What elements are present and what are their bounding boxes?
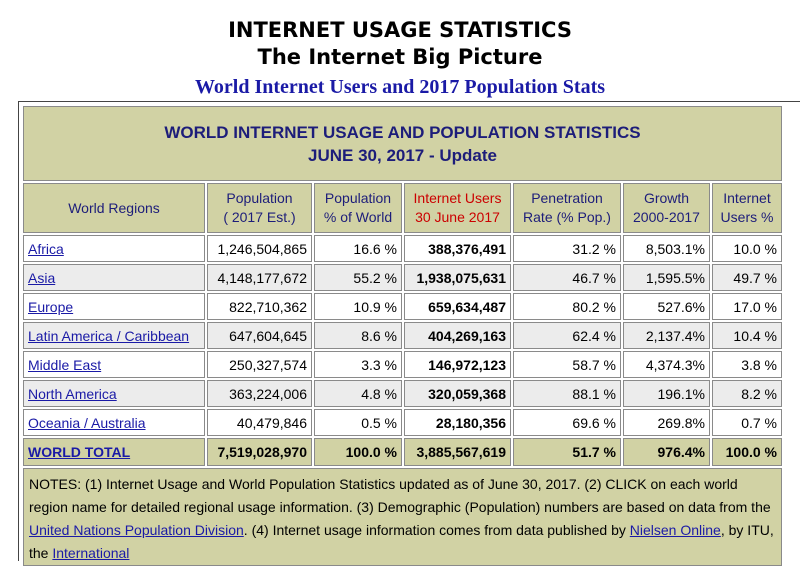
region-link-oceania[interactable]: Oceania / Australia: [23, 409, 205, 436]
total-pct-world: 100.0 %: [314, 438, 402, 466]
col-header-users-pct: Internet Users %: [712, 183, 782, 233]
table-title-line1: WORLD INTERNET USAGE AND POPULATION STAT…: [164, 122, 641, 142]
cell-users: 320,059,368: [404, 380, 511, 407]
total-population: 7,519,028,970: [207, 438, 312, 466]
col-header-pct-world: Population% of World: [314, 183, 402, 233]
cell-users: 659,634,487: [404, 293, 511, 320]
cell-users-pct: 3.8 %: [712, 351, 782, 378]
total-users: 3,885,567,619: [404, 438, 511, 466]
cell-penetration: 46.7 %: [513, 264, 621, 291]
cell-penetration: 69.6 %: [513, 409, 621, 436]
cell-population: 822,710,362: [207, 293, 312, 320]
cell-growth: 4,374.3%: [623, 351, 710, 378]
cell-users: 1,938,075,631: [404, 264, 511, 291]
cell-users: 146,972,123: [404, 351, 511, 378]
table-row: Asia 4,148,177,672 55.2 % 1,938,075,631 …: [23, 264, 782, 291]
col-header-internet-users: Internet Users 30 June 2017: [404, 183, 511, 233]
cell-growth: 196.1%: [623, 380, 710, 407]
region-link-middle-east[interactable]: Middle East: [23, 351, 205, 378]
region-link-world-total[interactable]: WORLD TOTAL: [23, 438, 205, 466]
table-title-line2: JUNE 30, 2017 - Update: [308, 145, 497, 165]
cell-pct-world: 8.6 %: [314, 322, 402, 349]
total-growth: 976.4%: [623, 438, 710, 466]
cell-users: 404,269,163: [404, 322, 511, 349]
cell-users: 28,180,356: [404, 409, 511, 436]
cell-population: 1,246,504,865: [207, 235, 312, 262]
cell-pct-world: 3.3 %: [314, 351, 402, 378]
page-subtitle: The Internet Big Picture: [257, 45, 543, 69]
cell-population: 647,604,645: [207, 322, 312, 349]
international-link[interactable]: International: [52, 545, 130, 561]
cell-growth: 269.8%: [623, 409, 710, 436]
total-users-pct: 100.0 %: [712, 438, 782, 466]
region-link-europe[interactable]: Europe: [23, 293, 205, 320]
notes-text: NOTES: (1) Internet Usage and World Popu…: [29, 476, 771, 515]
cell-penetration: 62.4 %: [513, 322, 621, 349]
cell-growth: 8,503.1%: [623, 235, 710, 262]
table-row: North America 363,224,006 4.8 % 320,059,…: [23, 380, 782, 407]
notes-text: . (4) Internet usage information comes f…: [243, 522, 630, 538]
table-row: Latin America / Caribbean 647,604,645 8.…: [23, 322, 782, 349]
cell-pct-world: 10.9 %: [314, 293, 402, 320]
cell-pct-world: 16.6 %: [314, 235, 402, 262]
table-row: Europe 822,710,362 10.9 % 659,634,487 80…: [23, 293, 782, 320]
cell-penetration: 80.2 %: [513, 293, 621, 320]
total-row: WORLD TOTAL 7,519,028,970 100.0 % 3,885,…: [23, 438, 782, 466]
cell-growth: 1,595.5%: [623, 264, 710, 291]
cell-population: 363,224,006: [207, 380, 312, 407]
region-link-africa[interactable]: Africa: [23, 235, 205, 262]
table-row: Middle East 250,327,574 3.3 % 146,972,12…: [23, 351, 782, 378]
page-tagline[interactable]: World Internet Users and 2017 Population…: [194, 76, 606, 98]
page-title: INTERNET USAGE STATISTICS: [228, 18, 572, 42]
total-penetration: 51.7 %: [513, 438, 621, 466]
cell-population: 250,327,574: [207, 351, 312, 378]
cell-users: 388,376,491: [404, 235, 511, 262]
cell-pct-world: 4.8 %: [314, 380, 402, 407]
table-row: Oceania / Australia 40,479,846 0.5 % 28,…: [23, 409, 782, 436]
un-population-link[interactable]: United Nations Population Division: [29, 522, 244, 538]
cell-users-pct: 10.0 %: [712, 235, 782, 262]
cell-users-pct: 49.7 %: [712, 264, 782, 291]
notes-cell: NOTES: (1) Internet Usage and World Popu…: [23, 468, 782, 566]
col-header-growth: Growth 2000-2017: [623, 183, 710, 233]
region-link-latin-america[interactable]: Latin America / Caribbean: [23, 322, 205, 349]
col-header-region: World Regions: [23, 183, 205, 233]
cell-users-pct: 8.2 %: [712, 380, 782, 407]
cell-growth: 527.6%: [623, 293, 710, 320]
col-header-penetration: Penetration Rate (% Pop.): [513, 183, 621, 233]
cell-population: 40,479,846: [207, 409, 312, 436]
col-header-population: Population( 2017 Est.): [207, 183, 312, 233]
cell-growth: 2,137.4%: [623, 322, 710, 349]
region-link-asia[interactable]: Asia: [23, 264, 205, 291]
cell-penetration: 58.7 %: [513, 351, 621, 378]
cell-pct-world: 0.5 %: [314, 409, 402, 436]
cell-users-pct: 17.0 %: [712, 293, 782, 320]
cell-penetration: 88.1 %: [513, 380, 621, 407]
cell-population: 4,148,177,672: [207, 264, 312, 291]
cell-users-pct: 0.7 %: [712, 409, 782, 436]
cell-users-pct: 10.4 %: [712, 322, 782, 349]
table-title: WORLD INTERNET USAGE AND POPULATION STAT…: [23, 106, 782, 181]
region-link-north-america[interactable]: North America: [23, 380, 205, 407]
nielsen-online-link[interactable]: Nielsen Online: [629, 522, 721, 538]
stats-table: WORLD INTERNET USAGE AND POPULATION STAT…: [21, 104, 784, 568]
cell-penetration: 31.2 %: [513, 235, 621, 262]
cell-pct-world: 55.2 %: [314, 264, 402, 291]
table-row: Africa 1,246,504,865 16.6 % 388,376,491 …: [23, 235, 782, 262]
